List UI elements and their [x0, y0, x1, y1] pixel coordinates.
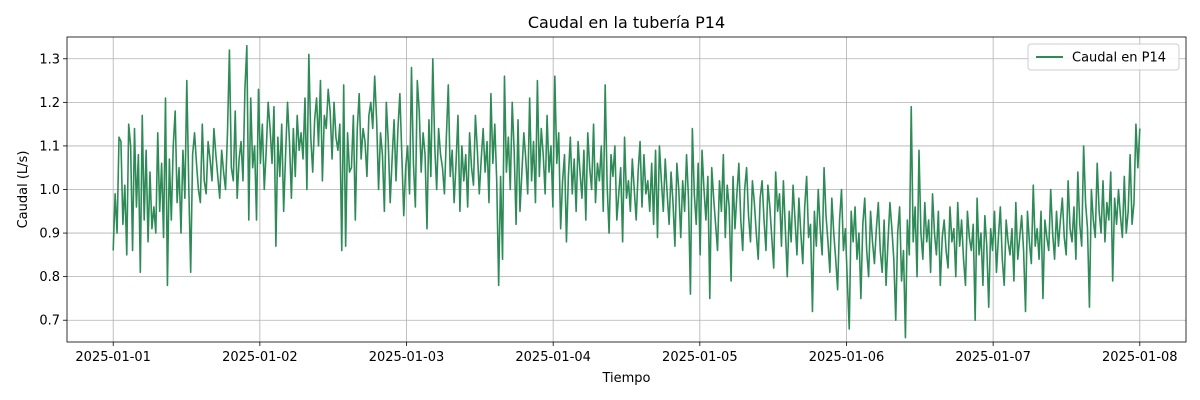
y-axis-title: Caudal (L/s): [16, 151, 31, 229]
x-tick-label: 2025-01-07: [955, 350, 1031, 365]
chart-title: Caudal en la tubería P14: [528, 13, 725, 32]
y-axis: 0.7 0.8 0.9 1.0 1.1 1.2 1.3: [39, 52, 67, 329]
x-axis-title: Tiempo: [601, 371, 650, 386]
x-tick-label: 2025-01-03: [369, 350, 445, 365]
legend-label: Caudal en P14: [1072, 51, 1166, 66]
x-tick-label: 2025-01-06: [809, 350, 885, 365]
x-tick-label: 2025-01-05: [662, 350, 738, 365]
y-tick-label: 0.9: [39, 227, 60, 242]
series-line: [112, 44, 1141, 339]
y-tick-label: 1.3: [39, 52, 60, 67]
y-tick-label: 1.2: [39, 96, 60, 111]
legend: Caudal en P14: [1027, 43, 1180, 71]
y-tick-label: 0.8: [39, 270, 60, 285]
grid-lines: [67, 37, 1186, 342]
x-axis: 2025-01-01 2025-01-02 2025-01-03 2025-01-04…: [75, 342, 1178, 365]
x-tick-label: 2025-01-04: [515, 350, 591, 365]
x-tick-label: 2025-01-02: [222, 350, 298, 365]
y-tick-label: 1.1: [39, 139, 60, 154]
legend-box: [1027, 43, 1180, 71]
x-tick-label: 2025-01-01: [75, 350, 151, 365]
series-layer: [112, 44, 1141, 339]
y-tick-label: 1.0: [39, 183, 60, 198]
x-tick-label: 2025-01-08: [1102, 350, 1178, 365]
y-tick-label: 0.7: [39, 314, 60, 329]
